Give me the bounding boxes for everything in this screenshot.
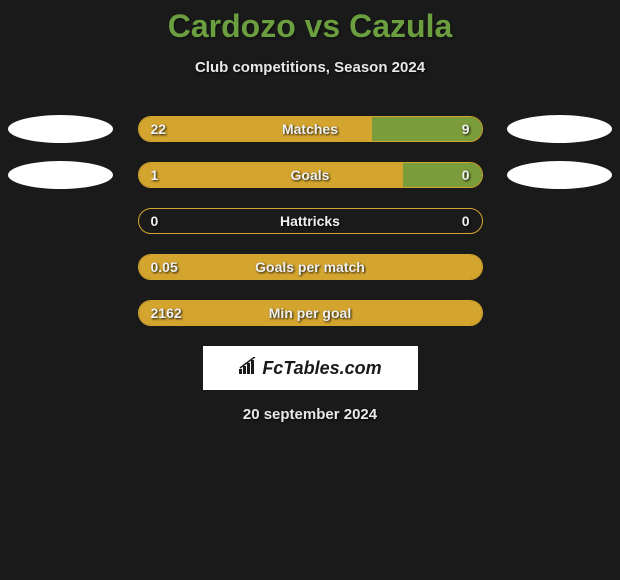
stat-row: Matches22 9 [0,116,620,142]
stat-label: Matches [139,117,482,141]
stat-value-right: 0 [462,163,470,187]
player-avatar-right [507,115,612,143]
stat-label: Goals [139,163,482,187]
stat-row: Goals1 0 [0,162,620,188]
stat-value-right: 9 [462,117,470,141]
logo-text: FcTables.com [262,358,381,379]
logo-box: FcTables.com [203,346,418,390]
stat-bar: Hattricks0 0 [138,208,483,234]
stat-label: Hattricks [139,209,482,233]
page-title: Cardozo vs Cazula [0,0,620,45]
player-avatar-left [8,161,113,189]
stats-area: Matches229Goals10Hattricks00Goals per ma… [0,116,620,326]
stat-value-right: 0 [462,209,470,233]
bar-chart-icon [238,357,260,380]
logo: FcTables.com [238,357,381,380]
stat-label: Goals per match [139,255,482,279]
date-label: 20 september 2024 [0,406,620,423]
stat-row: Hattricks0 0 [0,208,620,234]
stat-bar: Min per goal2162 [138,300,483,326]
stat-bar: Goals1 0 [138,162,483,188]
stat-bar: Goals per match0.05 [138,254,483,280]
stat-row: Goals per match0.05 [0,254,620,280]
player-avatar-left [8,115,113,143]
stat-value-left: 22 [151,117,167,141]
stat-bar: Matches22 9 [138,116,483,142]
stat-value-left: 2162 [151,301,182,325]
stat-value-left: 1 [151,163,159,187]
subtitle: Club competitions, Season 2024 [0,59,620,76]
stat-row: Min per goal2162 [0,300,620,326]
stat-value-left: 0 [151,209,159,233]
stat-label: Min per goal [139,301,482,325]
comparison-infographic: Cardozo vs Cazula Club competitions, Sea… [0,0,620,423]
player-avatar-right [507,161,612,189]
stat-value-left: 0.05 [151,255,178,279]
